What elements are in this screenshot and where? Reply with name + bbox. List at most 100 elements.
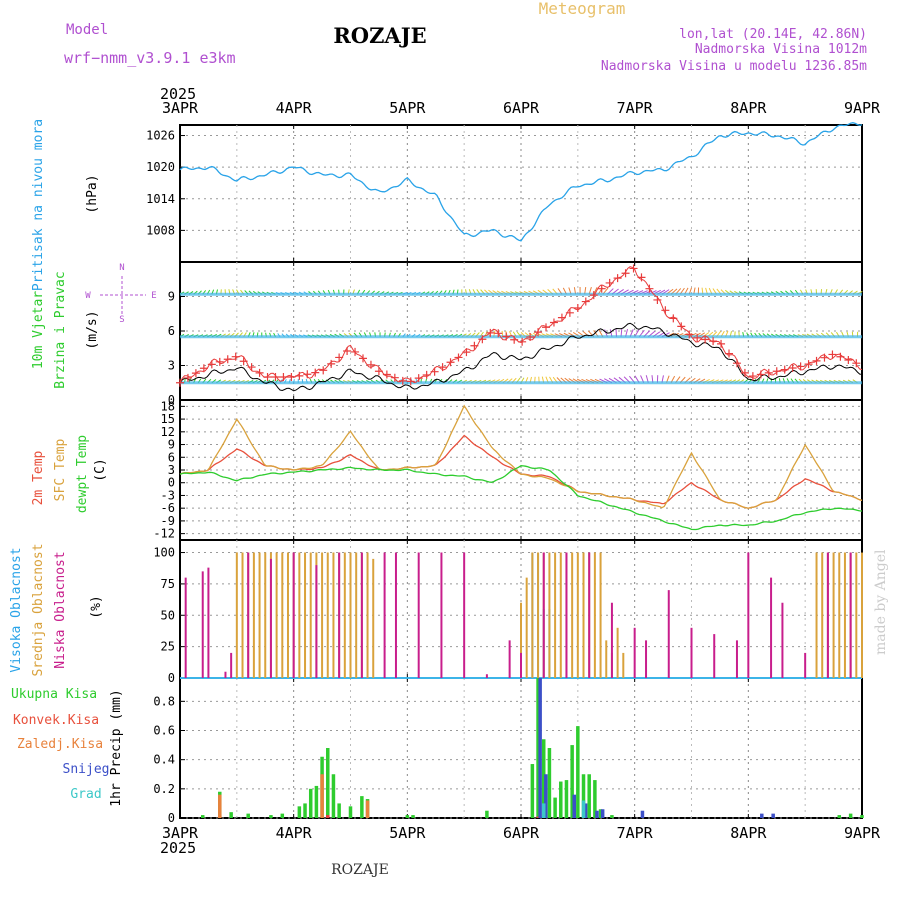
wind-gust-marker (199, 364, 208, 373)
wind-gust-marker (176, 378, 184, 387)
wind-gust-marker (780, 365, 789, 374)
wind-mean-line (179, 322, 863, 392)
wind-gust-marker (756, 370, 765, 379)
ytick-label-2: 6 (168, 450, 175, 464)
wind-gust-marker (661, 306, 670, 315)
precip-bar-0 (860, 815, 864, 818)
wind-gust-marker (502, 332, 511, 341)
wind-gust-marker (796, 362, 805, 371)
wind-gust-marker (621, 269, 630, 278)
wind-gust-marker (406, 377, 415, 386)
ytick-label-2: 9 (168, 438, 175, 452)
wind-gust-marker (446, 358, 455, 367)
model-elevation: Nadmorska Visina u modelu 1236.85m (601, 59, 867, 74)
legend-pressure: Pritisak na nivou mora (31, 119, 46, 291)
xlabel-top-1: 4APR (276, 99, 313, 117)
ytick-label-2: 15 (161, 412, 175, 426)
wind-gust-marker (565, 308, 574, 317)
xlabel-bottom-0: 3APR (162, 824, 199, 842)
wind-gust-marker (526, 332, 535, 341)
wind-gust-marker (573, 304, 582, 312)
precip-bar-0 (485, 810, 489, 818)
wind-gust-marker (717, 339, 726, 348)
legend-t2m: 2m Temp (31, 450, 46, 505)
precip-bar-0 (297, 806, 302, 818)
wind-gust-marker (223, 355, 232, 364)
wind-gust-marker (669, 314, 678, 323)
wind-gust-marker (605, 278, 614, 287)
precip-bar-0 (598, 809, 603, 818)
ytick-label-4: 0.2 (153, 782, 175, 796)
xlabel-bottom-3: 6APR (503, 824, 540, 842)
wind-gust-marker (494, 329, 503, 338)
wind-gust-marker (518, 337, 527, 346)
unit-temp: (C) (93, 458, 108, 481)
temp-line-1 (179, 404, 863, 509)
ytick-label-4: 0.8 (153, 694, 175, 708)
precip-bar-0 (848, 813, 853, 818)
wind-gust-marker (645, 284, 654, 293)
precip-bar-0 (587, 774, 591, 818)
ytick-label-2: -3 (161, 488, 175, 502)
wind-gust-marker (231, 352, 240, 361)
unit-wind: (m/s) (85, 310, 100, 349)
precip-bar-0 (303, 803, 307, 818)
wind-gust-marker (335, 353, 344, 362)
precip-bar-0 (593, 780, 597, 818)
ytick-label-3: 25 (161, 640, 175, 654)
precip-bar-3 (583, 803, 588, 818)
precip-bar-0 (536, 678, 540, 818)
precip-bar-0 (326, 748, 330, 818)
legend-low-cloud: Niska Oblacnost (53, 551, 68, 668)
ytick-label-3: 0 (168, 671, 175, 685)
model-name: wrf−nmm_v3.9.1 e3km (64, 49, 236, 67)
ytick-label-4: 0.6 (153, 724, 175, 738)
wind-gust-marker (287, 373, 296, 381)
precip-bar-3 (760, 813, 764, 818)
precip-bar-0 (553, 797, 557, 818)
wind-gust-marker (828, 350, 837, 359)
precip-bar-3 (640, 810, 645, 818)
precip-bar-0 (348, 806, 353, 818)
wind-gust-marker (462, 348, 471, 357)
ytick-label-1: 3 (168, 359, 175, 373)
wind-gust-marker (239, 357, 248, 366)
year-top: 2025 (160, 85, 196, 103)
wind-gust-marker (820, 353, 829, 362)
legend-dew: dewpt Temp (75, 435, 90, 513)
wind-gust-marker (422, 370, 431, 379)
ytick-label-3: 100 (153, 546, 175, 560)
ytick-label-3: 50 (161, 608, 175, 622)
wind-compass: N S W E (85, 263, 156, 325)
precip-bar-0 (308, 788, 313, 818)
panel-frame-4 (179, 677, 863, 819)
wind-gust-marker (653, 295, 662, 304)
wind-gust-marker (685, 330, 694, 339)
precip-bar-0 (269, 815, 273, 818)
precip-bar-0 (559, 781, 563, 818)
legend-wind-2: Brzina i Pravac (53, 271, 68, 388)
precip-bar-0 (530, 764, 535, 818)
wind-gust-marker (709, 337, 718, 346)
wind-gust-marker (430, 367, 439, 376)
wind-gust-marker (382, 370, 391, 379)
wind-gust-marker (327, 359, 336, 368)
wind-gust-marker (366, 360, 375, 369)
wind-gust-marker (247, 363, 256, 372)
xlabel-top-3: 6APR (503, 99, 540, 117)
ytick-label-2: 18 (161, 399, 175, 413)
wind-gust-marker (359, 354, 368, 363)
wind-gust-marker (772, 367, 781, 376)
legend-high-cloud: Visoka Oblacnost (9, 547, 24, 672)
credit: made by Angel (873, 549, 889, 655)
wind-gust-marker (374, 367, 383, 376)
precip-bar-0 (280, 813, 285, 818)
wind-gust-marker (804, 360, 813, 369)
precip-bar-3 (600, 809, 605, 818)
xlabel-top-4: 7APR (617, 99, 654, 117)
precip-bar-0 (360, 796, 364, 818)
wind-gust-marker (191, 369, 200, 378)
precip-bar-0 (570, 745, 574, 818)
ytick-label-4: 0 (168, 811, 175, 825)
